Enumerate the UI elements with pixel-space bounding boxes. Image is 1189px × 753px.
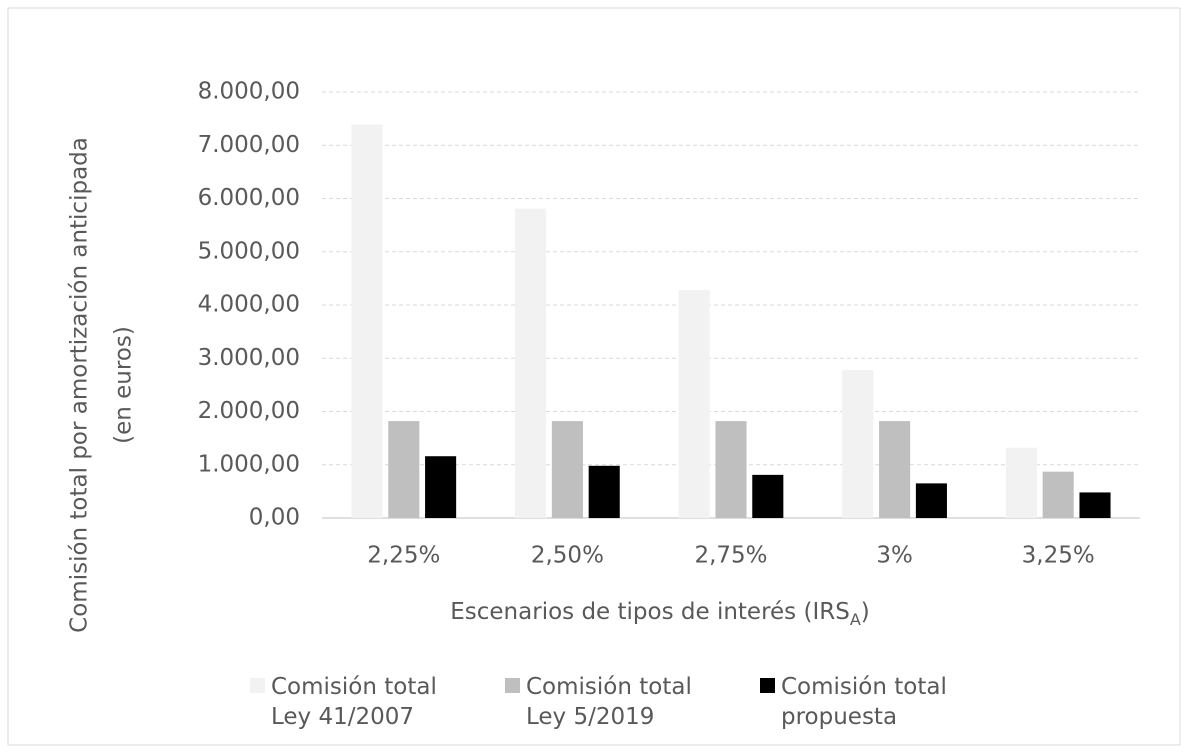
- legend-label: Comisión total Ley 41/2007: [271, 674, 437, 730]
- y-tick-label: 7.000,00: [198, 132, 300, 158]
- x-tick-label: 3%: [876, 543, 913, 569]
- chart-border: [7, 7, 1181, 746]
- legend-item: Comisión total Ley 41/2007: [250, 672, 476, 732]
- x-label-part: ): [861, 599, 870, 625]
- legend-item: Comisión total propuesta: [760, 672, 986, 732]
- bar: [351, 124, 383, 519]
- legend: Comisión total Ley 41/2007 Comisión total…: [0, 672, 1189, 742]
- y-tick-label: 8.000,00: [198, 79, 300, 105]
- y-tick-label: 0,00: [249, 505, 300, 531]
- bar: [588, 465, 620, 518]
- y-tick-label: 3.000,00: [198, 345, 300, 371]
- x-tick-label: 2,75%: [694, 543, 767, 569]
- bar: [715, 421, 747, 518]
- legend-swatch: [505, 678, 520, 693]
- x-tick-label: 2,25%: [367, 543, 440, 569]
- bar: [1005, 447, 1037, 518]
- x-label-sub: A: [850, 610, 861, 629]
- bar: [752, 474, 784, 518]
- bar: [1079, 492, 1111, 518]
- bar: [551, 421, 583, 518]
- bar: [1042, 471, 1074, 518]
- legend-swatch: [760, 678, 775, 693]
- x-label-part: Escenarios de tipos de interés (IRS: [450, 599, 850, 625]
- y-label-line: (en euros): [111, 326, 137, 444]
- y-label-line: Comisión total por amortización anticipa…: [67, 137, 93, 633]
- legend-label: Comisión total Ley 5/2019: [526, 674, 692, 730]
- legend-item: Comisión total Ley 5/2019: [505, 672, 731, 732]
- y-tick-label: 5.000,00: [198, 238, 300, 264]
- bar: [515, 208, 547, 518]
- legend-swatch: [250, 678, 265, 693]
- bar: [915, 483, 947, 518]
- x-axis-title: Escenarios de tipos de interés (IRSA): [450, 599, 870, 629]
- y-tick-label: 1.000,00: [198, 451, 300, 477]
- y-axis-title: Comisión total por amortización anticipa…: [67, 137, 137, 633]
- x-tick-label: 2,50%: [531, 543, 604, 569]
- bar: [678, 290, 710, 518]
- x-tick-label: 3,25%: [1022, 543, 1095, 569]
- bar: [388, 421, 420, 518]
- legend-label: Comisión total propuesta: [781, 674, 947, 730]
- y-tick-label: 2.000,00: [198, 398, 300, 424]
- bar: [425, 456, 457, 518]
- y-tick-label: 6.000,00: [198, 185, 300, 211]
- y-tick-label: 4.000,00: [198, 292, 300, 318]
- bar: [879, 421, 911, 518]
- bar: [842, 369, 874, 518]
